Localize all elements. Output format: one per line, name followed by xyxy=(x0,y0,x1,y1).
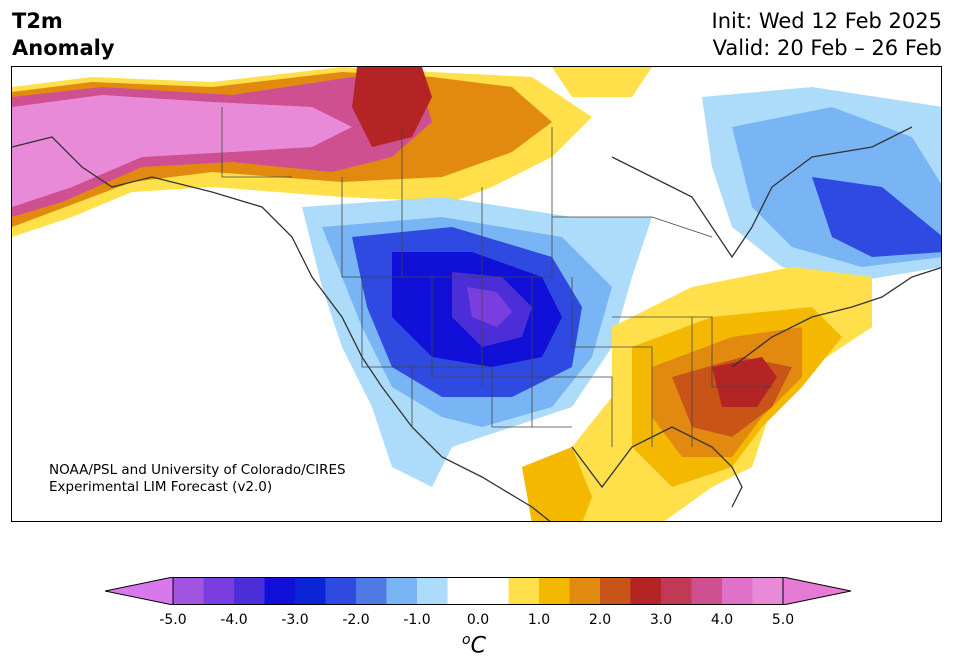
anomaly-region-ak-4 xyxy=(12,95,352,207)
colorbar-swatch xyxy=(386,577,417,605)
colorbar-swatch xyxy=(722,577,753,605)
credit-line-1: NOAA/PSL and University of Colorado/CIRE… xyxy=(49,462,346,478)
colorbar-swatch xyxy=(264,577,295,605)
colorbar-swatch xyxy=(508,577,539,605)
colorbar xyxy=(105,577,851,605)
colorbar-swatch xyxy=(630,577,661,605)
anomaly-map xyxy=(12,67,941,521)
colorbar-tick-label: -3.0 xyxy=(281,612,309,628)
colorbar-units: oC xyxy=(462,632,486,659)
credit-text: NOAA/PSL and University of Colorado/CIRE… xyxy=(49,462,346,496)
anomaly-region-mexico xyxy=(522,447,592,521)
colorbar-tick-label: -5.0 xyxy=(159,612,187,628)
forecast-dates: Init: Wed 12 Feb 2025 Valid: 20 Feb – 26… xyxy=(712,8,942,62)
init-date: Init: Wed 12 Feb 2025 xyxy=(711,9,942,33)
colorbar-swatch xyxy=(539,577,570,605)
colorbar-tick-label: -1.0 xyxy=(403,612,431,628)
anomaly-region-ne-canada-3 xyxy=(812,177,941,257)
colorbar-tick-label: 4.0 xyxy=(710,612,734,628)
colorbar-tick-label: -4.0 xyxy=(220,612,248,628)
colorbar-swatches xyxy=(105,577,851,605)
colorbar-tick-label: 0.0 xyxy=(466,612,490,628)
colorbar-swatch xyxy=(600,577,631,605)
map-panel: NOAA/PSL and University of Colorado/CIRE… xyxy=(11,66,942,522)
anomaly-region-se-us-5 xyxy=(712,357,777,407)
colorbar-over-arrow xyxy=(782,577,851,605)
colorbar-swatch xyxy=(295,577,326,605)
anomaly-region-ak-5 xyxy=(352,67,432,147)
colorbar-tick-label: 2.0 xyxy=(588,612,612,628)
political-borders xyxy=(221,107,772,447)
colorbar-tick-label: 1.0 xyxy=(527,612,551,628)
colorbar-swatch xyxy=(203,577,234,605)
map-title: T2m Anomaly xyxy=(12,8,115,62)
anomaly-region-west-us-6 xyxy=(467,287,512,327)
colorbar-tick-label: 3.0 xyxy=(649,612,673,628)
colorbar-swatch xyxy=(173,577,204,605)
valid-range: Valid: 20 Feb – 26 Feb xyxy=(712,36,942,60)
colorbar-swatch xyxy=(417,577,448,605)
colorbar-swatch xyxy=(325,577,356,605)
colorbar-under-arrow xyxy=(105,577,174,605)
colorbar-swatch xyxy=(691,577,722,605)
colorbar-swatch xyxy=(234,577,265,605)
anomaly-region-arctic xyxy=(552,67,652,97)
colorbar-tick-label: -2.0 xyxy=(342,612,370,628)
colorbar-tick-labels: -5.0 -4.0 -3.0 -2.0 -1.0 0.0 1.0 2.0 3.0 4.0 5.0 xyxy=(0,612,954,632)
colorbar-tick-label: 5.0 xyxy=(771,612,795,628)
colorbar-swatch xyxy=(752,577,783,605)
title-quantity: Anomaly xyxy=(12,36,115,60)
colorbar-outline xyxy=(172,577,784,605)
colorbar-swatch xyxy=(447,577,509,605)
colorbar-swatch xyxy=(569,577,600,605)
title-variable: T2m xyxy=(12,9,63,33)
colorbar-swatch xyxy=(661,577,692,605)
credit-line-2: Experimental LIM Forecast (v2.0) xyxy=(49,479,273,495)
colorbar-swatch xyxy=(356,577,387,605)
